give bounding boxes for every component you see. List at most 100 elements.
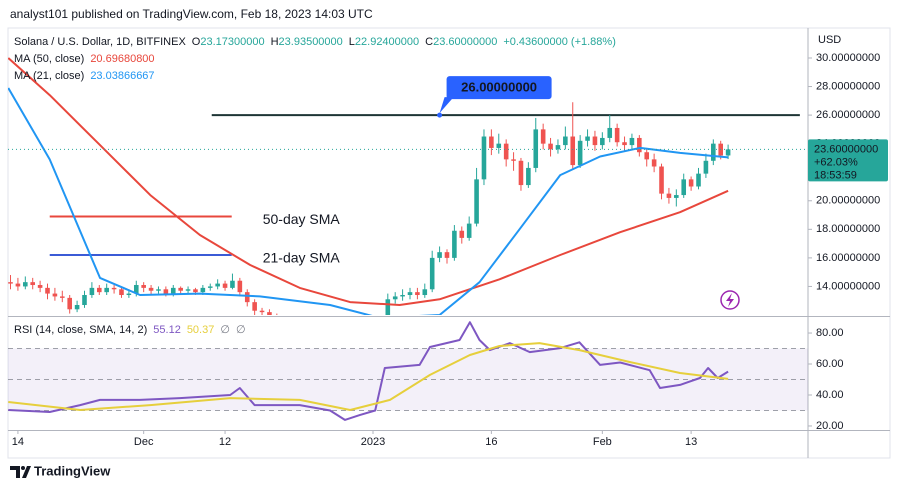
candle-body bbox=[429, 257, 435, 290]
ohlc-value: 23.17300000 bbox=[200, 36, 264, 48]
series-line bbox=[8, 87, 729, 315]
candle-body bbox=[459, 230, 465, 238]
ohlc-value: 22.92400000 bbox=[355, 36, 419, 48]
legend: MA (21, close) 23.03866667 bbox=[14, 70, 155, 82]
indicator-value: 23.03866667 bbox=[90, 70, 154, 82]
candle-body bbox=[156, 289, 161, 291]
indicator-name: RSI (14, close, SMA, 14, 2) bbox=[14, 324, 147, 336]
ohlc-value: 23.93500000 bbox=[279, 36, 343, 48]
candle-body bbox=[592, 136, 598, 146]
candle-body bbox=[637, 137, 642, 153]
candle-body bbox=[585, 136, 590, 141]
y-tick-label: 30.00000000 bbox=[816, 52, 880, 64]
candle-body bbox=[385, 299, 391, 315]
candle-body bbox=[148, 287, 154, 291]
x-tick-label: 13 bbox=[685, 436, 697, 448]
candle-body bbox=[696, 173, 701, 187]
candle-body bbox=[230, 280, 235, 288]
candle-body bbox=[688, 179, 694, 187]
y-tick-label: 40.00 bbox=[816, 389, 844, 401]
candle-body bbox=[111, 287, 117, 290]
indicator-name: MA (21, close) bbox=[14, 70, 84, 82]
candle-body bbox=[526, 167, 531, 186]
candle-body bbox=[52, 293, 58, 297]
candle-body bbox=[614, 127, 620, 143]
ohlc-value: 23.60000000 bbox=[433, 36, 497, 48]
candle-body bbox=[422, 289, 428, 296]
last-price: 23.60000000 bbox=[814, 143, 878, 155]
series-line bbox=[8, 342, 729, 411]
candle-body bbox=[703, 160, 709, 174]
brand: TradingView bbox=[34, 463, 111, 478]
last-price-box bbox=[808, 139, 888, 182]
y-tick-label: 16.00000000 bbox=[816, 252, 880, 264]
candle-body bbox=[185, 289, 191, 291]
candle-body bbox=[474, 179, 479, 224]
candle-body bbox=[503, 143, 509, 160]
publish-info: analyst101 published on TradingView.com,… bbox=[10, 7, 373, 21]
line-label: 50-day SMA bbox=[263, 211, 341, 227]
ohlc-key: H bbox=[271, 36, 279, 48]
candle-body bbox=[215, 283, 220, 287]
candle-body bbox=[133, 285, 139, 294]
alert-icon-bolt bbox=[726, 293, 734, 307]
callout-pointer bbox=[439, 97, 454, 114]
candle-body bbox=[437, 252, 442, 258]
candle-body bbox=[548, 143, 553, 150]
candle-body bbox=[577, 140, 583, 166]
candle-body bbox=[533, 129, 539, 168]
candle-body bbox=[681, 179, 687, 196]
y-tick-label: 18.00000000 bbox=[816, 223, 880, 235]
candle-body bbox=[711, 143, 716, 161]
candle-body bbox=[511, 159, 516, 161]
candle-body bbox=[193, 289, 198, 293]
candle-body bbox=[252, 302, 257, 311]
callout-box bbox=[446, 76, 552, 100]
candle-body bbox=[452, 230, 457, 258]
indicator-value: 20.69680800 bbox=[90, 53, 154, 65]
overlay: 14.00000000 16.00000000 18.00000000 20.0000… bbox=[12, 34, 888, 448]
callout-text: 26.00000000 bbox=[461, 80, 537, 95]
series-line bbox=[8, 57, 729, 306]
x-tick-label: Dec bbox=[134, 436, 154, 448]
last-price-change: +62.03% bbox=[814, 156, 858, 168]
candle-body bbox=[659, 166, 664, 194]
legend: RSI (14, close, SMA, 14, 2) 55.12 50.37 ∅ ∅ bbox=[14, 324, 246, 336]
candle-body bbox=[96, 287, 102, 293]
candle-body bbox=[200, 287, 206, 293]
candle-body bbox=[607, 127, 613, 138]
candle-body bbox=[74, 305, 80, 310]
indicator-value: 50.37 bbox=[187, 324, 215, 336]
y-tick-label: 20.00 bbox=[816, 420, 844, 432]
candle-body bbox=[392, 296, 398, 300]
candle-body bbox=[207, 286, 213, 288]
candle-body bbox=[407, 292, 413, 296]
candle-body bbox=[651, 159, 657, 167]
candle-body bbox=[555, 145, 561, 150]
y-tick-label: 60.00 bbox=[816, 358, 844, 370]
logo-dot bbox=[21, 466, 25, 470]
candle-body bbox=[60, 296, 65, 298]
countdown: 18:53:59 bbox=[814, 169, 857, 181]
x-tick-label: 14 bbox=[12, 436, 24, 448]
symbol: Solana / U.S. Dollar, 1D, BITFINEX bbox=[14, 36, 186, 48]
x-tick-label: 12 bbox=[219, 436, 231, 448]
axis-unit: USD bbox=[818, 34, 841, 46]
logo bbox=[10, 466, 31, 478]
x-tick-label: Feb bbox=[593, 436, 612, 448]
candle-body bbox=[15, 283, 21, 287]
candle-body bbox=[244, 292, 250, 303]
ohlc-key: C bbox=[425, 36, 433, 48]
candle-body bbox=[496, 143, 502, 148]
candle-body bbox=[725, 149, 731, 156]
indicator-extra: ∅ bbox=[236, 324, 246, 336]
logo-mark bbox=[22, 466, 31, 478]
indicator-name: MA (50, close) bbox=[14, 53, 84, 65]
legend: MA (50, close) 20.69680800 bbox=[14, 53, 155, 65]
candle-body bbox=[400, 295, 405, 297]
candle-body bbox=[415, 292, 420, 296]
candle-body bbox=[119, 289, 124, 296]
candle-body bbox=[170, 287, 176, 294]
candle-body bbox=[67, 297, 72, 310]
